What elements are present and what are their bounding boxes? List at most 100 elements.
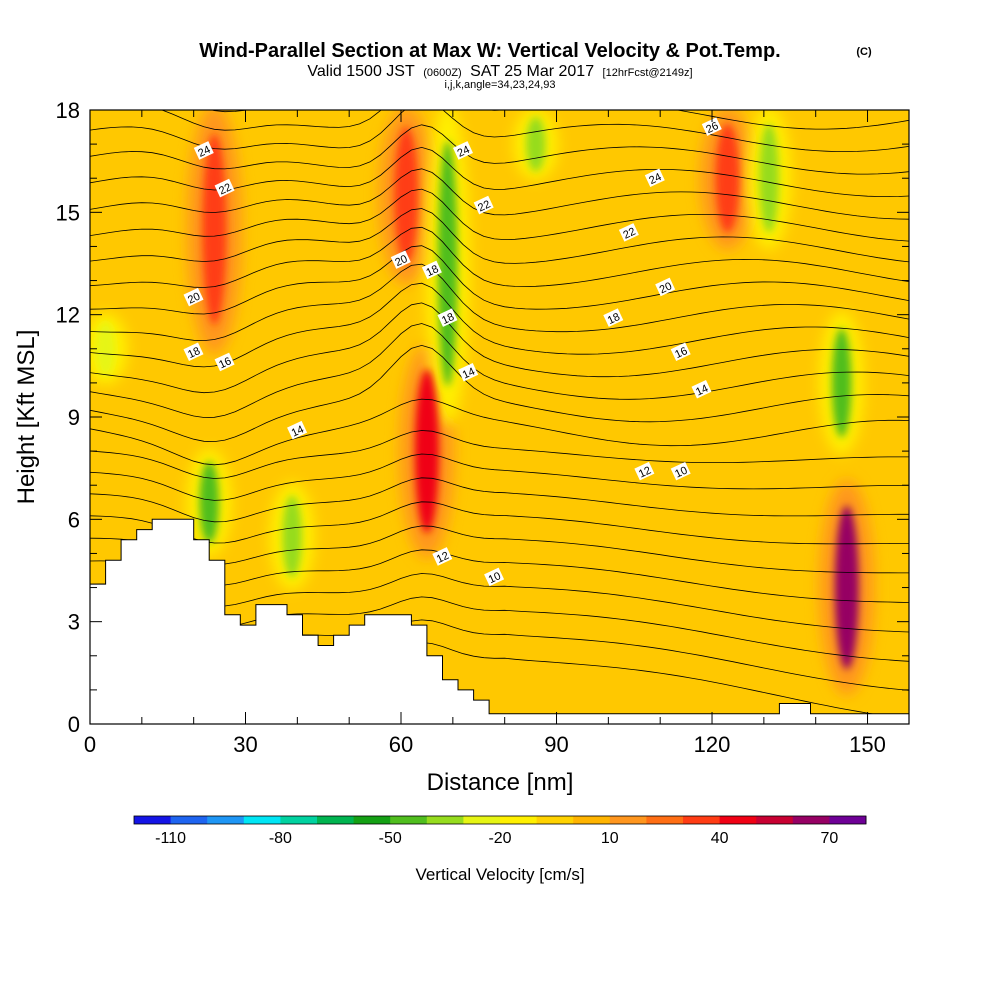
isentrope-label-text: 22 [621, 226, 637, 242]
y-axis: 0 3 6 9 12 15 18 [56, 98, 909, 737]
isentrope-label-text: 14 [290, 423, 306, 439]
isentrope-line [90, 344, 909, 443]
isentrope-label: 18 [421, 260, 442, 279]
isentrope-label-text: 12 [435, 550, 451, 566]
isentrope-line [90, 263, 909, 342]
isentrope-line [90, 430, 909, 479]
colorbar-tick-label: 70 [821, 830, 839, 847]
isentrope-label: 18 [603, 308, 624, 327]
colorbar-swatch [243, 816, 281, 824]
isentrope-label-text: 16 [673, 345, 689, 361]
isentrope-line [90, 245, 909, 315]
valid-time-line: Valid 1500 JST (0600Z) SAT 25 Mar 2017 [… [307, 63, 692, 80]
isentrope-line [90, 226, 909, 288]
isentrope-label: 10 [670, 461, 691, 481]
colorbar-swatch [500, 816, 538, 824]
updraft-core [715, 123, 740, 233]
isentrope-line [90, 124, 909, 175]
isentrope-label-text: 18 [606, 311, 622, 327]
isentrope-line [90, 549, 909, 603]
colorbar-tick-label: 10 [601, 830, 619, 847]
isentrope-label-text: 20 [393, 253, 409, 269]
colorbar-swatch [609, 816, 647, 824]
y-tick-label: 9 [68, 405, 80, 430]
isentrope-label-text: 18 [424, 263, 440, 279]
colorbar-tick-label: -50 [379, 830, 402, 847]
colorbar-swatch [426, 816, 464, 824]
isentrope-labels: 24 22 20 18 16 14 24 22 20 18 18 14 12 10 26 24 22 20 18 16… [183, 117, 722, 586]
isentrope-line [210, 110, 250, 113]
isentrope-label-text: 18 [440, 311, 456, 327]
downdraft-core [526, 116, 546, 172]
downdraft-core [831, 328, 852, 438]
y-tick-label: 18 [56, 98, 80, 123]
colorbar-swatch [756, 816, 794, 824]
x-tick-label: 90 [544, 732, 568, 757]
x-axis-label: Distance [nm] [427, 769, 574, 796]
colorbar [133, 815, 867, 825]
plot-area: 24 22 20 18 16 14 24 22 20 18 18 14 12 10 26 24 22 20 18 16… [90, 110, 909, 724]
isentrope-line [90, 110, 909, 152]
isentrope-line [90, 208, 909, 264]
isentrope-label-text: 14 [694, 383, 710, 399]
isentrope-line [90, 302, 909, 394]
isentrope-line [90, 453, 909, 501]
colorbar-tick-label: 40 [711, 830, 729, 847]
isentrope-line [90, 573, 909, 633]
colorbar-frame [133, 815, 867, 825]
isentrope-label-text: 14 [461, 366, 477, 382]
velocity-cores [95, 116, 859, 670]
isentrope-label: 22 [618, 223, 639, 242]
x-tick-label: 60 [389, 732, 413, 757]
isentrope-label-text: 26 [704, 120, 720, 136]
colorbar-swatch [829, 816, 867, 824]
isentrope-line [90, 501, 909, 545]
downdraft-core [759, 123, 779, 233]
isentrope-line [90, 477, 909, 523]
isentrope-label-text: 20 [186, 290, 202, 306]
y-tick-label: 12 [56, 303, 80, 328]
colorbar-swatch [573, 816, 611, 824]
y-axis-label: Height [Kft MSL] [13, 330, 40, 505]
isentrope-label: 14 [691, 379, 712, 399]
y-tick-label: 6 [68, 507, 80, 532]
colorbar-swatch [683, 816, 721, 824]
colorbar-swatch [317, 816, 355, 824]
updraft-core [202, 133, 227, 325]
isentrope-label: 24 [452, 141, 473, 160]
isentrope-label-text: 24 [647, 171, 663, 187]
colorbar-swatch [353, 816, 391, 824]
isentrope-label: 16 [214, 352, 235, 371]
colorbar-tick-label: -110 [155, 830, 186, 847]
isentrope-label-text: 22 [217, 181, 233, 197]
x-tick-label: 0 [84, 732, 96, 757]
updraft-core [414, 369, 439, 533]
chart-title: Wind-Parallel Section at Max W: Vertical… [199, 40, 780, 62]
isentrope-label: 16 [670, 342, 691, 361]
isentrope-label-text: 22 [476, 198, 492, 214]
chart-title-suffix: (C) [856, 46, 872, 58]
y-tick-label: 15 [56, 200, 80, 225]
downdraft-core [282, 495, 302, 578]
isentrope-label: 22 [214, 178, 235, 197]
x-axis: 0 30 60 90 120 150 [84, 110, 886, 757]
colorbar-tick-label: -80 [269, 830, 292, 847]
isentrope-label: 24 [193, 141, 214, 160]
colorbar-swatch [463, 816, 501, 824]
isentrope-label-text: 24 [196, 144, 212, 160]
isentrope-label: 12 [634, 461, 655, 481]
isentrope-label-text: 10 [487, 570, 503, 586]
colorbar-swatch [134, 816, 172, 824]
x-tick-label: 30 [233, 732, 257, 757]
y-tick-label: 3 [68, 610, 80, 635]
colorbar-swatch [170, 816, 208, 824]
isentrope-label-text: 10 [673, 464, 689, 480]
isentrope-label: 22 [473, 195, 494, 214]
downdraft-core [199, 461, 219, 544]
colorbar-swatch [646, 816, 684, 824]
isentrope-label: 20 [655, 277, 676, 296]
isentrope-label-text: 20 [658, 280, 674, 296]
isentrope-label-text: 18 [186, 345, 202, 361]
colorbar-tick-label: -20 [488, 830, 511, 847]
